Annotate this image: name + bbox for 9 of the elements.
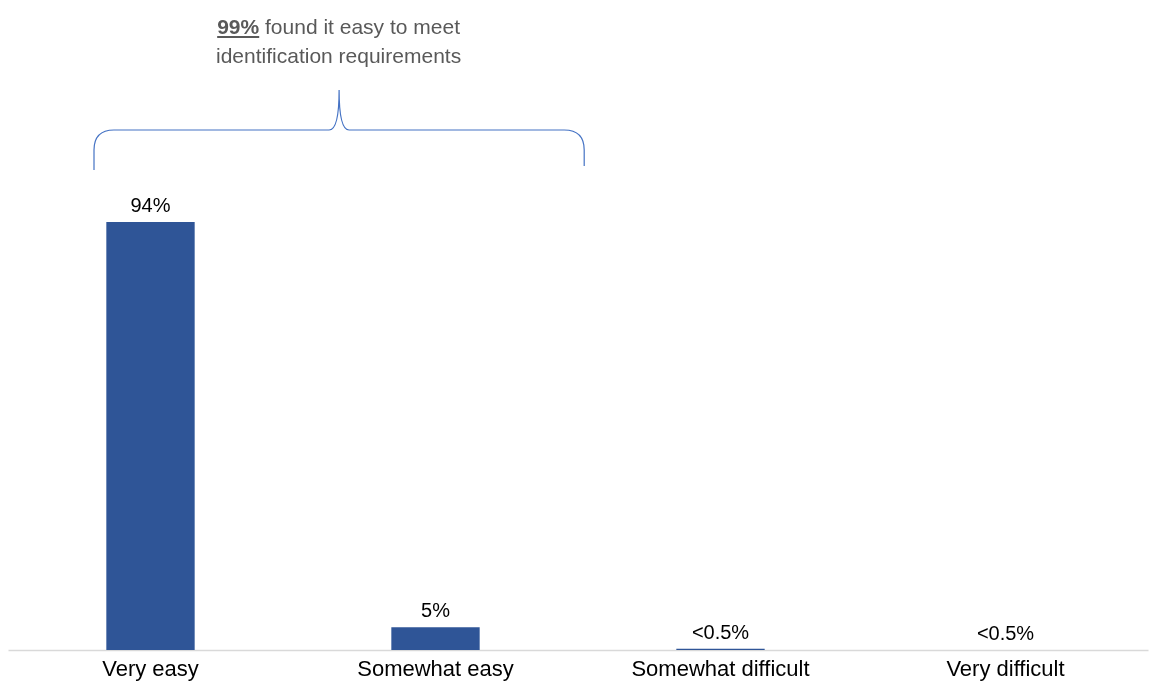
text: 99% found it easy to meet identification requirements — [215, 14, 463, 69]
x-tick-label: Somewhat difficult — [631, 655, 810, 681]
data-label: 5% — [421, 599, 451, 622]
x-tick-label: Somewhat easy — [357, 655, 514, 681]
x-tick-label: Very difficult — [946, 655, 1065, 681]
x-tick-label: Very easy — [102, 655, 199, 681]
data-label: <0.5% — [691, 620, 750, 643]
data-label: <0.5% — [976, 622, 1035, 644]
data-label: 94% — [130, 194, 171, 216]
